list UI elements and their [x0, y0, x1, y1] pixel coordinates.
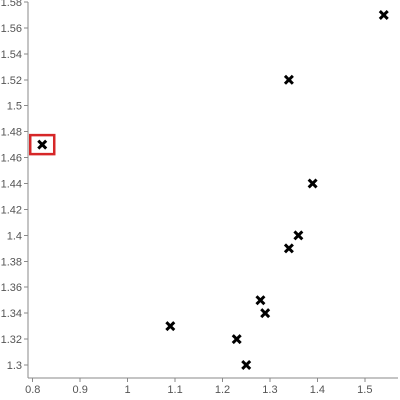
x-tick-label: 1.3	[262, 384, 277, 396]
y-tick-label: 1.3	[7, 360, 22, 372]
x-marker-icon	[307, 178, 318, 189]
y-tick-label: 1.52	[1, 75, 22, 87]
y-tick-label: 1.5	[7, 101, 22, 113]
x-marker-icon	[283, 243, 294, 254]
data-point	[283, 74, 294, 85]
data-point	[231, 334, 242, 345]
x-tick-label: 1.2	[215, 384, 230, 396]
data-point	[165, 321, 176, 332]
y-tick-label: 1.54	[1, 49, 22, 61]
y-tick-label: 1.46	[1, 153, 22, 165]
data-point	[260, 308, 271, 319]
y-tick-label: 1.48	[1, 127, 22, 139]
data-point	[307, 178, 318, 189]
y-tick-label: 1.44	[1, 179, 22, 191]
y-tick-label: 1.56	[1, 23, 22, 35]
x-marker-icon	[260, 308, 271, 319]
y-tick-label: 1.42	[1, 204, 22, 216]
highlight-box	[28, 133, 56, 156]
data-point	[255, 295, 266, 306]
x-tick-label: 0.8	[25, 384, 40, 396]
x-marker-icon	[378, 9, 389, 20]
y-tick-label: 1.38	[1, 256, 22, 268]
points-layer	[28, 9, 389, 371]
x-tick-label: 1	[125, 384, 131, 396]
x-marker-icon	[241, 360, 252, 371]
x-marker-icon	[293, 230, 304, 241]
highlighted-data-point	[28, 133, 56, 156]
y-tick-label: 1.32	[1, 334, 22, 346]
data-point	[283, 243, 294, 254]
data-point	[241, 360, 252, 371]
x-tick-label: 1.5	[357, 384, 372, 396]
x-marker-icon	[37, 139, 48, 150]
x-tick-label: 1.4	[310, 384, 325, 396]
axes-layer	[27, 2, 398, 379]
y-tick-label: 1.36	[1, 282, 22, 294]
x-tick-label: 1.1	[167, 384, 182, 396]
y-tick-label: 1.34	[1, 308, 22, 320]
y-tick-label: 1.4	[7, 230, 22, 242]
x-marker-icon	[231, 334, 242, 345]
data-point	[293, 230, 304, 241]
x-tick-label: 0.9	[73, 384, 88, 396]
x-marker-icon	[255, 295, 266, 306]
x-marker-icon	[165, 321, 176, 332]
data-point	[378, 9, 389, 20]
x-marker-icon	[283, 74, 294, 85]
y-tick-label: 1.58	[1, 0, 22, 9]
ticks-layer: 1.3 1.32 1.34 1.36 1.38 1.4 1.42 1.44 1.46 1.48 1.…	[1, 0, 373, 396]
